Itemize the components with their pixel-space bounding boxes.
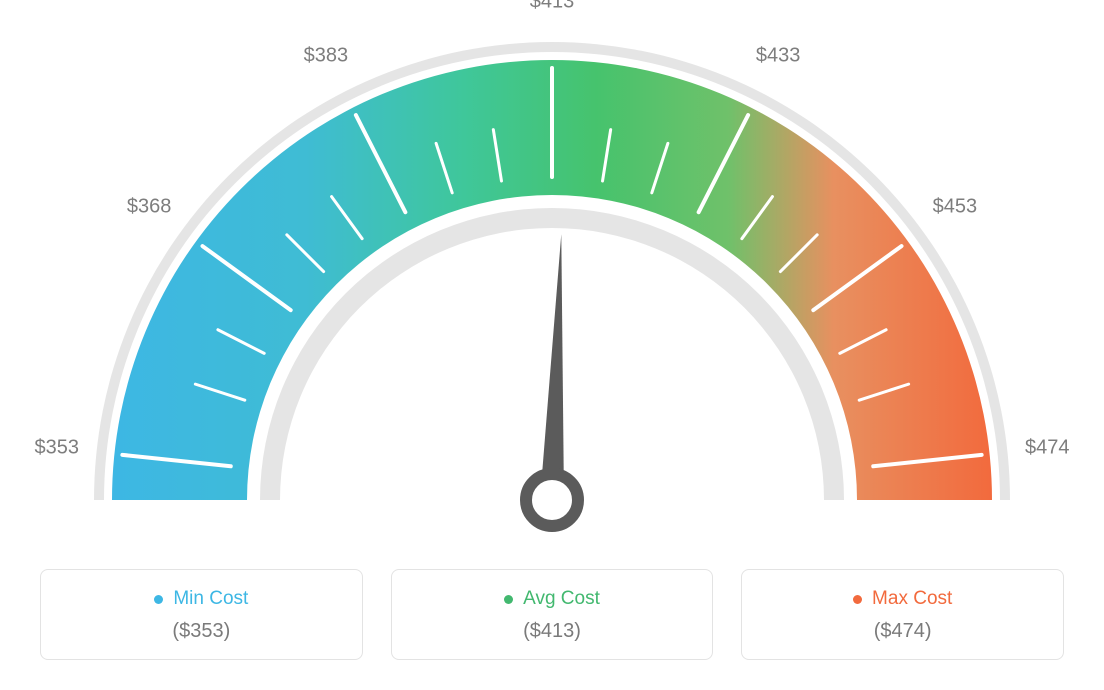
tick-label: $474 bbox=[1025, 436, 1070, 459]
legend-dot-avg bbox=[504, 595, 513, 604]
legend-title-min: Min Cost bbox=[154, 588, 248, 610]
legend-card-min: Min Cost ($353) bbox=[40, 569, 363, 660]
legend-row: Min Cost ($353) Avg Cost ($413) Max Cost… bbox=[40, 569, 1064, 660]
legend-label-min: Min Cost bbox=[173, 588, 248, 610]
tick-label: $353 bbox=[34, 436, 79, 459]
tick-label: $383 bbox=[304, 45, 349, 68]
legend-card-avg: Avg Cost ($413) bbox=[391, 569, 714, 660]
tick-label: $413 bbox=[530, 0, 575, 14]
cost-gauge-widget: $353 $368 $383 $413 $433 $453 $474 Min Cost ($… bbox=[0, 0, 1104, 690]
legend-label-avg: Avg Cost bbox=[523, 588, 600, 610]
gauge-area: $353 $368 $383 $413 $433 $453 $474 bbox=[0, 0, 1104, 560]
legend-title-max: Max Cost bbox=[853, 588, 952, 610]
needle-hub bbox=[526, 474, 578, 526]
legend-amount-min: ($353) bbox=[51, 620, 352, 643]
legend-dot-max bbox=[853, 595, 862, 604]
legend-amount-avg: ($413) bbox=[402, 620, 703, 643]
tick-label: $368 bbox=[127, 196, 172, 219]
legend-card-max: Max Cost ($474) bbox=[741, 569, 1064, 660]
legend-title-avg: Avg Cost bbox=[504, 588, 600, 610]
legend-dot-min bbox=[154, 595, 163, 604]
legend-amount-max: ($474) bbox=[752, 620, 1053, 643]
legend-label-max: Max Cost bbox=[872, 588, 952, 610]
tick-label: $453 bbox=[933, 196, 978, 219]
tick-label: $433 bbox=[756, 45, 801, 68]
gauge-svg bbox=[0, 0, 1104, 560]
needle bbox=[540, 234, 564, 500]
